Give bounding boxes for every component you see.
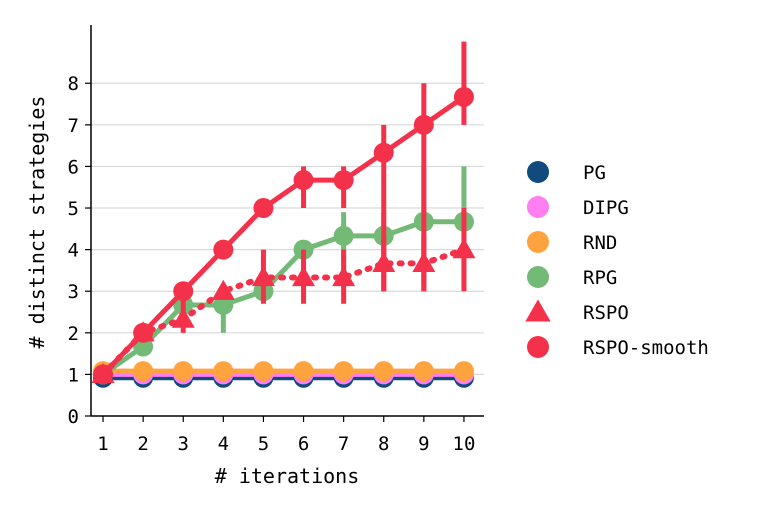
- x-tick-label: 3: [178, 433, 189, 455]
- x-tick-label: 9: [418, 433, 429, 455]
- y-tick-label: 6: [68, 156, 79, 178]
- data-point: [173, 281, 194, 302]
- series-rspo: [91, 208, 476, 384]
- series-line: [100, 246, 467, 378]
- data-point: [413, 361, 434, 382]
- legend-label: DIPG: [583, 197, 629, 219]
- y-tick-label: 1: [68, 364, 79, 386]
- x-tick-label: 5: [258, 433, 269, 455]
- data-point: [332, 265, 356, 287]
- data-point: [453, 361, 474, 382]
- x-tick-label: 2: [137, 433, 148, 455]
- series-layer: [91, 41, 476, 388]
- legend-marker: [527, 196, 549, 218]
- y-tick-label: 3: [68, 281, 79, 303]
- legend-label: RSPO: [583, 302, 629, 324]
- legend-item-pg: PG: [527, 161, 606, 184]
- legend-marker: [525, 299, 551, 322]
- data-point: [133, 322, 154, 343]
- legend-marker: [527, 161, 549, 183]
- y-tick-label: 2: [68, 323, 79, 345]
- data-point: [211, 279, 235, 300]
- x-tick-label: 1: [97, 433, 108, 455]
- legend-label: RND: [583, 232, 617, 254]
- legend-label: PG: [583, 162, 606, 184]
- data-point: [213, 239, 234, 260]
- series-rspo-smooth: [93, 41, 474, 385]
- data-point: [213, 361, 234, 382]
- y-tick-label: 7: [68, 115, 79, 137]
- x-tick-label: 6: [298, 433, 309, 455]
- legend-item-rspo-smooth: RSPO-smooth: [527, 336, 709, 359]
- data-point: [333, 361, 354, 382]
- y-tick-label: 5: [68, 198, 79, 220]
- data-point: [373, 142, 394, 163]
- y-tick-label: 0: [68, 406, 79, 428]
- data-point: [251, 265, 275, 287]
- data-point: [292, 265, 316, 287]
- data-point: [373, 361, 394, 382]
- legend-item-rpg: RPG: [527, 266, 617, 289]
- y-tick-label: 4: [68, 240, 79, 262]
- y-tick-label: 8: [68, 73, 79, 95]
- data-point: [173, 361, 194, 382]
- x-tick-label: 7: [338, 433, 349, 455]
- axes: [90, 25, 484, 417]
- data-point: [333, 170, 354, 191]
- data-point: [452, 238, 476, 259]
- legend-marker: [527, 231, 549, 253]
- x-axis-label: # iterations: [215, 464, 360, 488]
- legend: PG DIPG RND RPG RSPO RSPO-smooth: [525, 161, 709, 359]
- series-line: [101, 219, 464, 377]
- legend-item-dipg: DIPG: [527, 196, 629, 219]
- legend-item-rspo: RSPO: [525, 299, 629, 324]
- y-axis-label: # distinct strategies: [25, 96, 49, 349]
- legend-label: RPG: [583, 267, 617, 289]
- data-point: [213, 294, 234, 315]
- data-point: [333, 225, 354, 246]
- legend-marker: [527, 336, 549, 358]
- data-point: [253, 361, 274, 382]
- legend-item-rnd: RND: [527, 231, 617, 254]
- data-point: [133, 361, 154, 382]
- legend-label: RSPO-smooth: [583, 337, 709, 359]
- x-tick-label: 8: [378, 433, 389, 455]
- data-point: [93, 364, 114, 385]
- data-point: [293, 239, 314, 260]
- data-point: [253, 198, 274, 219]
- legend-marker: [527, 266, 549, 288]
- data-point: [171, 307, 195, 328]
- data-point: [453, 86, 474, 107]
- series-line: [101, 94, 466, 377]
- data-point: [293, 361, 314, 382]
- x-tick-label: 4: [218, 433, 229, 455]
- data-point: [293, 170, 314, 191]
- data-point: [413, 114, 434, 135]
- x-tick-label: 10: [453, 433, 476, 455]
